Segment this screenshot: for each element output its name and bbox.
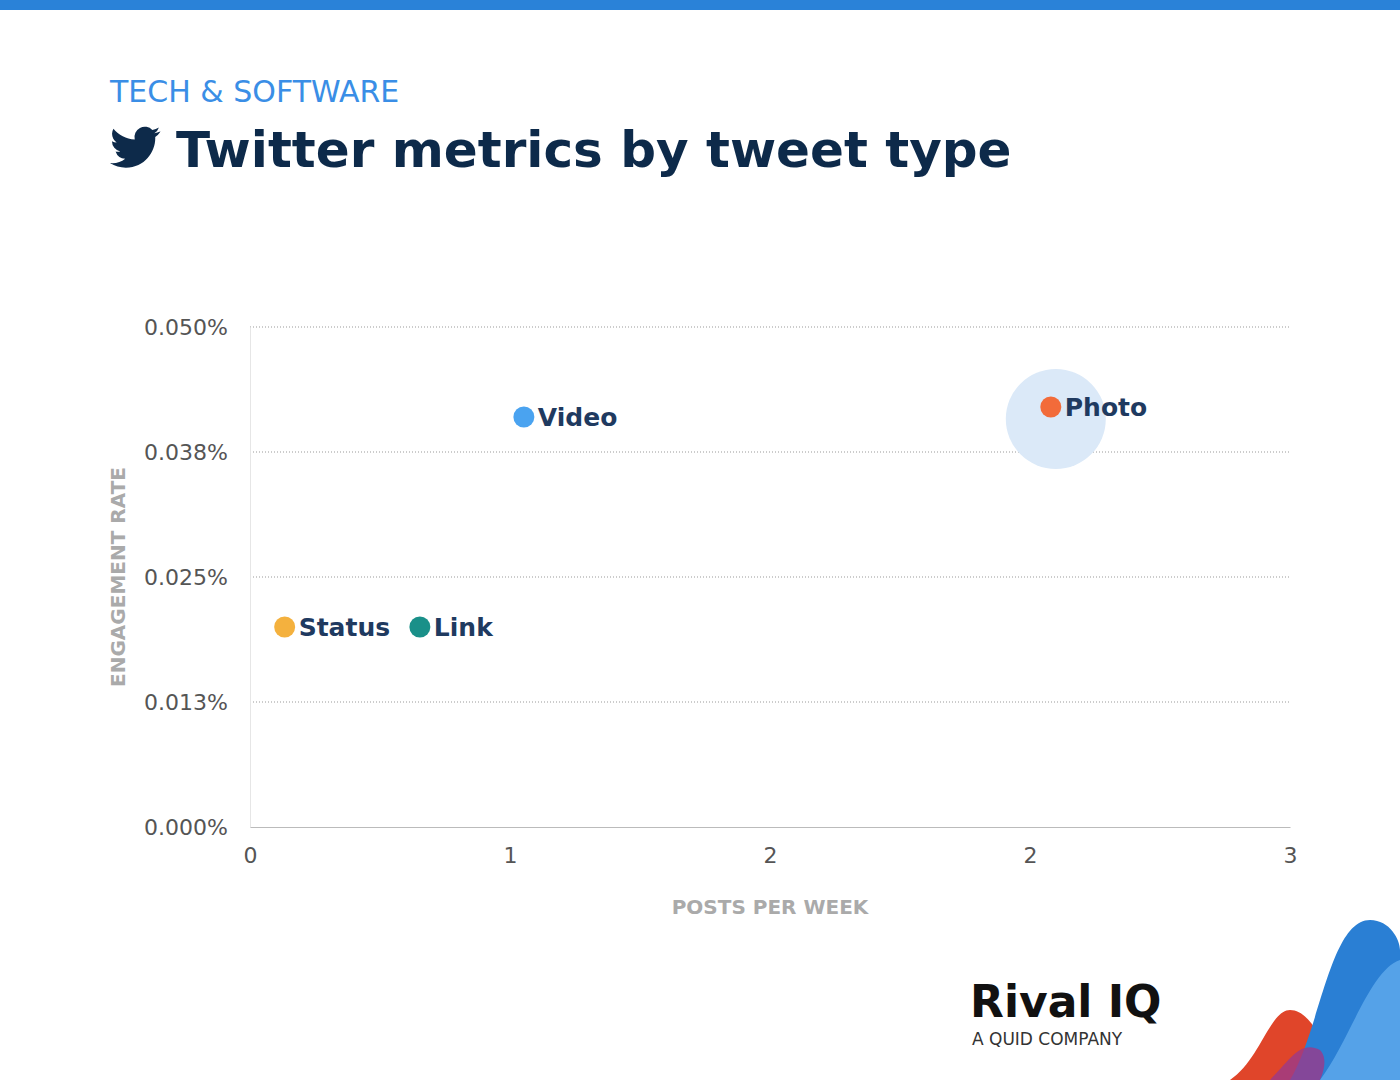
x-axis: 0 1 2 2 3 [244, 827, 1298, 868]
grid-line [250, 702, 1290, 703]
grid-line [250, 452, 1290, 453]
point-label: Status [299, 613, 390, 642]
y-tick: 0.000% [144, 815, 250, 840]
point-label: Video [538, 403, 618, 432]
twitter-icon [110, 127, 160, 168]
y-tick-label: 0.025% [144, 565, 228, 590]
y-tick-label: 0.050% [144, 315, 228, 340]
y-tick-label: 0.038% [144, 440, 228, 465]
plot-area [274, 369, 1106, 638]
point[interactable] [1040, 397, 1061, 418]
x-tick: 0 [244, 827, 258, 868]
y-tick: 0.013% [144, 690, 250, 715]
point[interactable] [409, 617, 430, 638]
x-tick-label: 2 [764, 843, 778, 868]
decoration-shape [1320, 960, 1400, 1080]
y-axis-line [250, 328, 251, 828]
x-axis-line [251, 827, 1291, 828]
y-axis: 0.000% 0.013% 0.025% 0.038% 0.050% [144, 315, 250, 840]
x-tick: 3 [1284, 827, 1298, 868]
top-bar [0, 0, 1400, 10]
logo-tagline: A QUID COMPANY [972, 1029, 1123, 1049]
point-labels: Status Link Video Photo [299, 393, 1148, 642]
decoration-shape [1270, 1047, 1324, 1080]
x-axis-title: POSTS PER WEEK [672, 895, 870, 919]
title: Twitter metrics by tweet type [176, 121, 1011, 179]
point-label: Link [434, 613, 494, 642]
chart: TECH & SOFTWARE Twitter metrics by tweet … [0, 0, 1400, 1080]
subtitle: TECH & SOFTWARE [109, 74, 399, 109]
y-axis-title: ENGAGEMENT RATE [106, 467, 130, 687]
point[interactable] [513, 407, 534, 428]
logo: Rival IQ [970, 976, 1162, 1027]
x-tick-label: 3 [1284, 843, 1298, 868]
y-tick-label: 0.000% [144, 815, 228, 840]
x-tick-label: 0 [244, 843, 258, 868]
grid-line [250, 577, 1290, 578]
x-tick: 2 [764, 827, 778, 868]
x-tick-label: 1 [504, 843, 518, 868]
x-tick: 1 [504, 827, 518, 868]
point-label: Photo [1065, 393, 1147, 422]
y-tick: 0.038% [144, 440, 250, 465]
point[interactable] [274, 617, 295, 638]
decoration [1230, 920, 1400, 1080]
x-tick: 2 [1024, 827, 1038, 868]
grid [250, 327, 1290, 702]
x-tick-label: 2 [1024, 843, 1038, 868]
y-tick: 0.025% [144, 565, 250, 590]
grid-line [250, 327, 1290, 328]
y-tick-label: 0.013% [144, 690, 228, 715]
y-tick: 0.050% [144, 315, 250, 340]
